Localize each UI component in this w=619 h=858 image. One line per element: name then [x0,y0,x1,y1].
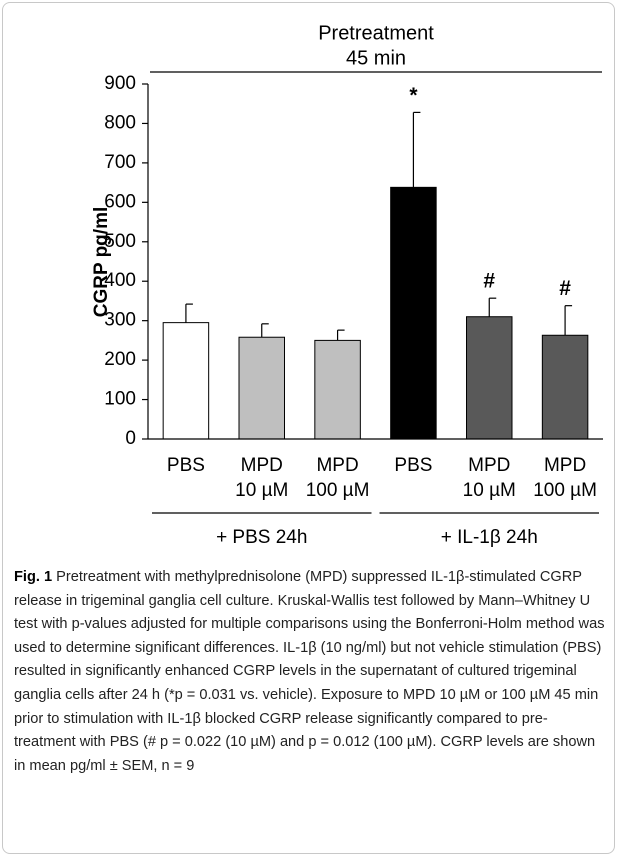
significance-mark: * [409,84,418,107]
bar [390,186,437,440]
bar [466,316,513,440]
x-tick-label: PBS [394,455,432,476]
bar [541,334,589,440]
y-tick-label: 800 [104,112,136,133]
chart: Pretreatment 45 min CGRP pg/ml 0 100 200 30… [91,22,603,548]
x-tick-label: PBS [167,455,205,476]
bar [162,322,210,440]
x-tick-label: MPD [316,455,358,476]
bar [314,339,361,440]
x-tick-sublabel: 10 µM [463,480,516,501]
caption-label: Fig. 1 [14,569,53,585]
y-tick-label: 900 [104,73,136,94]
y-tick-label: 200 [104,349,136,370]
bar [238,336,285,440]
y-tick-label: 300 [104,310,136,331]
group-label: + IL-1β 24h [441,527,538,548]
x-tick-sublabel: 100 µM [306,480,370,501]
y-tick-label: 500 [104,231,136,252]
y-tick-label: 100 [104,389,136,410]
caption-text: Pretreatment with methylprednisolone (MP… [14,569,605,774]
y-axis-label: CGRP pg/ml [91,207,112,318]
x-tick-sublabel: 100 µM [533,480,597,501]
x-tick-label: MPD [241,455,283,476]
group-label: + PBS 24h [216,527,307,548]
significance-mark: # [483,270,495,293]
y-tick-label: 0 [125,428,136,449]
x-tick-sublabel: 10 µM [235,480,288,501]
chart-title: Pretreatment [318,22,434,44]
caption: Fig. 1 Pretreatment with methylprednisol… [14,566,608,778]
x-tick-label: MPD [468,455,510,476]
x-tick-label: MPD [544,455,586,476]
y-tick-label: 600 [104,191,136,212]
y-tick-label: 400 [104,270,136,291]
significance-mark: # [559,277,571,300]
chart-subtitle: 45 min [346,47,406,69]
y-tick-label: 700 [104,152,136,173]
